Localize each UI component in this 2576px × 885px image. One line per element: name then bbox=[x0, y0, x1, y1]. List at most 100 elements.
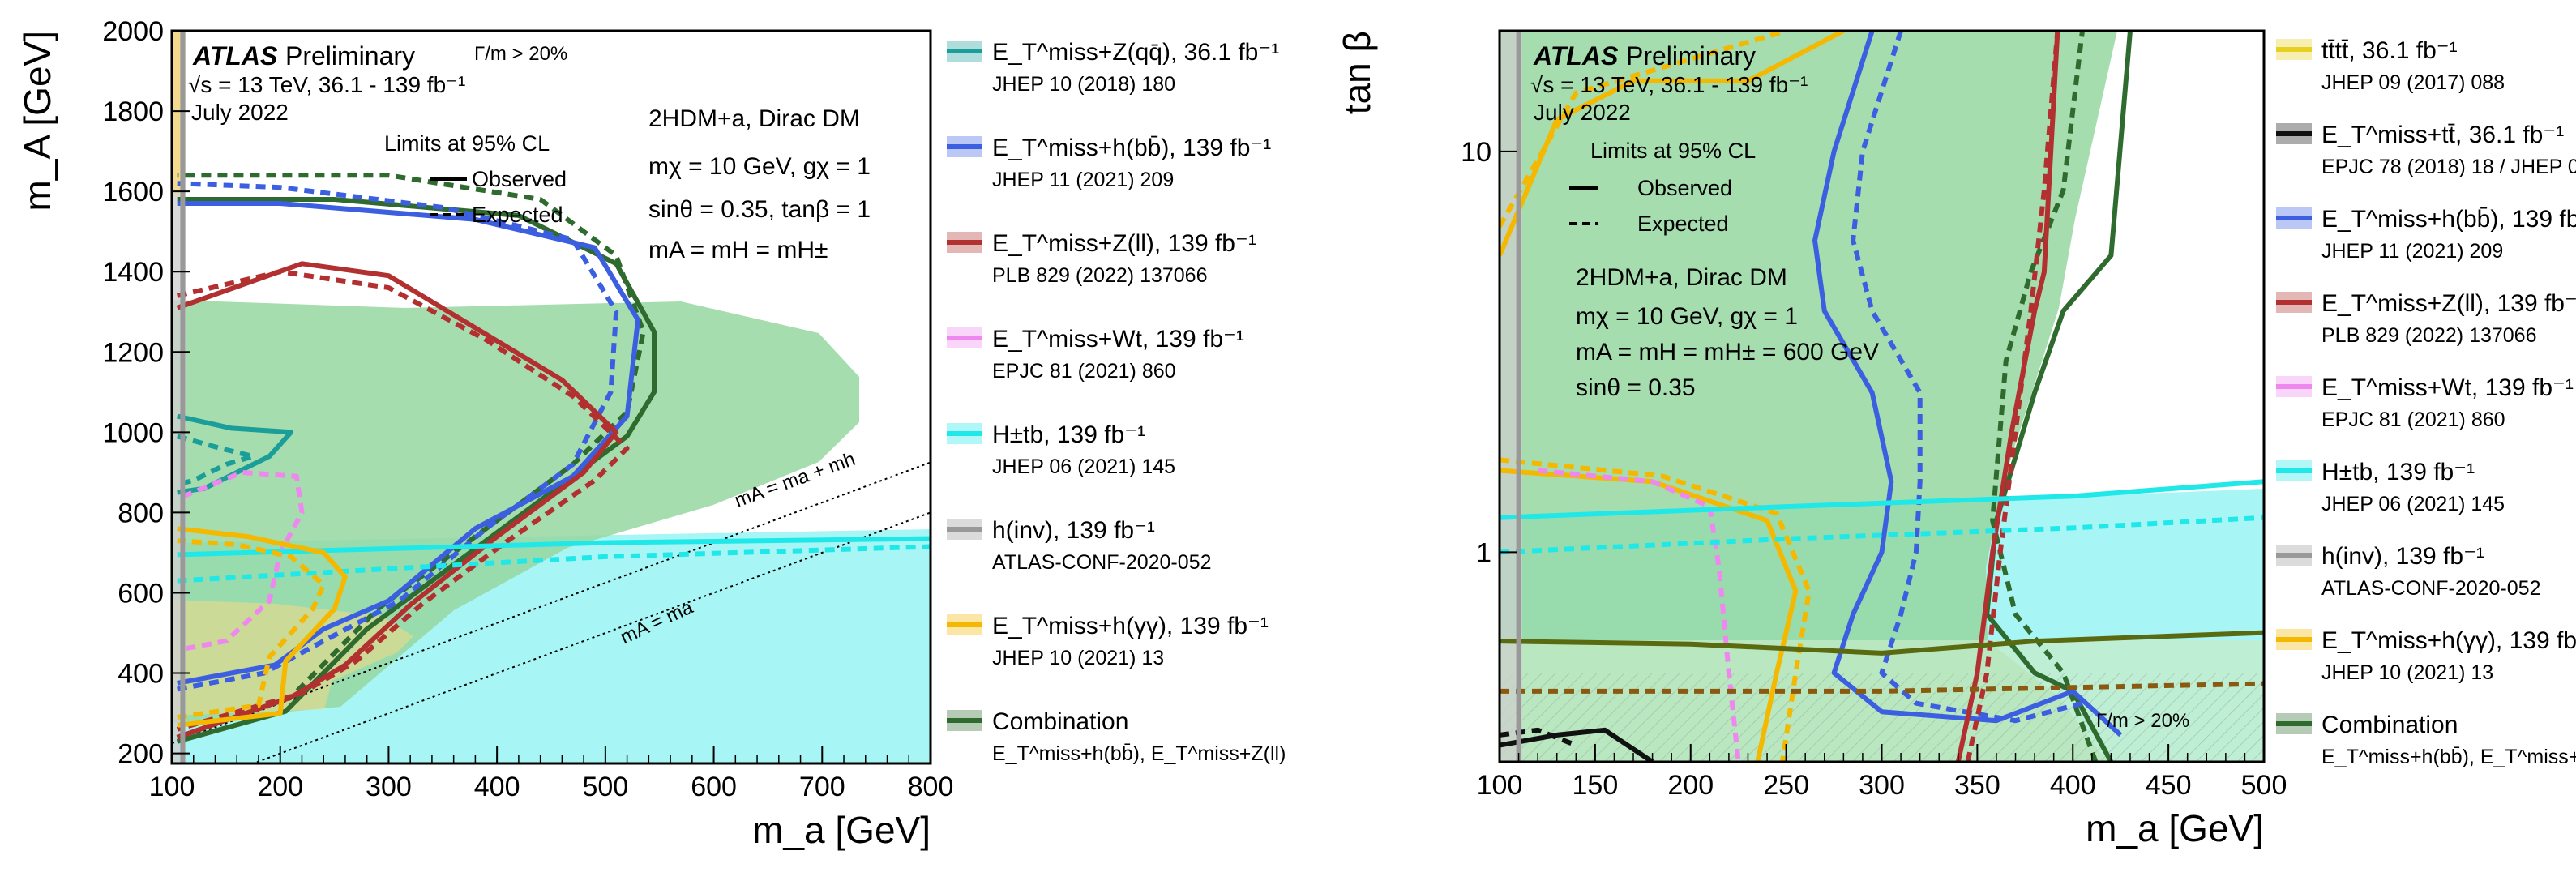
series-h-expected-upper bbox=[1500, 31, 1787, 228]
right-preliminary-label: Preliminary bbox=[1626, 41, 1756, 71]
legend-reference: JHEP 10 (2021) 13 bbox=[2321, 661, 2493, 684]
series-h-bb-expected bbox=[177, 181, 619, 692]
series-h-bb-observed bbox=[1812, 31, 2123, 738]
series-wt-expected bbox=[182, 469, 305, 652]
left-limits-label: Limits at 95% CL bbox=[384, 131, 550, 156]
y-tick-label: 400 bbox=[118, 659, 164, 690]
diagonal-ma-ma bbox=[250, 511, 931, 763]
legend-label: E_T^miss+h(γγ), 139 fb⁻¹ bbox=[2321, 627, 2576, 654]
legend-item: Combination E_T^miss+h(bb̄), E_T^miss+Z(l… bbox=[947, 708, 1286, 765]
x-tick-label: 300 bbox=[366, 772, 412, 802]
x-tick-label: 100 bbox=[149, 772, 195, 802]
x-tick-label: 350 bbox=[1954, 770, 2000, 801]
legend-label: E_T^miss+Wt, 139 fb⁻¹ bbox=[992, 326, 1244, 353]
y-tick-label: 600 bbox=[118, 578, 164, 609]
legend-reference: JHEP 10 (2018) 180 bbox=[992, 73, 1175, 96]
y-tick-label: 1600 bbox=[102, 177, 164, 207]
legend-label: Combination bbox=[2321, 712, 2458, 738]
left-axes: 100 200 300 400 500 600 700 8002004006008001000… bbox=[16, 16, 953, 851]
y-tick-label: 1000 bbox=[102, 417, 164, 448]
right-plot-area bbox=[1500, 31, 2264, 762]
legend-label: E_T^miss+h(bb̄), 139 fb⁻¹ bbox=[992, 135, 1271, 161]
left-width-label: Γ/m > 20% bbox=[474, 43, 567, 65]
legend-reference: EPJC 81 (2021) 860 bbox=[992, 360, 1176, 383]
right-combination-fill bbox=[1500, 31, 2117, 762]
right-energy-label: √s = 13 TeV, 36.1 - 139 fb⁻¹ bbox=[1530, 72, 1808, 97]
series-group bbox=[172, 31, 931, 763]
y-tick-label: 1200 bbox=[102, 337, 164, 368]
legend-label: Combination bbox=[992, 708, 1128, 735]
series-h-tb-observed bbox=[1500, 479, 2264, 520]
x-axis-title: m_a [GeV] bbox=[2086, 807, 2264, 849]
x-tick-label: 400 bbox=[2050, 770, 2096, 801]
legend-reference: EPJC 78 (2018) 18 / JHEP 06 (2018) 108 bbox=[2321, 156, 2576, 178]
legend-reference: E_T^miss+h(bb̄), E_T^miss+Z(ll) bbox=[992, 742, 1286, 765]
legend-reference: ATLAS-CONF-2020-052 bbox=[2321, 577, 2540, 600]
series-h-tb-expected bbox=[1500, 515, 2264, 555]
legend-item: h(inv), 139 fb⁻¹ ATLAS-CONF-2020-052 bbox=[2276, 543, 2540, 600]
legend-item: H±tb, 139 fb⁻¹ JHEP 06 (2021) 145 bbox=[947, 421, 1175, 478]
left-legend: E_T^miss+Z(qq̄), 36.1 fb⁻¹ JHEP 10 (2018)… bbox=[947, 39, 1286, 765]
right-params3-label: sinθ = 0.35 bbox=[1576, 374, 1696, 401]
series-z-qq-expected bbox=[176, 434, 256, 487]
left-params1-label: mχ = 10 GeV, gχ = 1 bbox=[648, 153, 871, 180]
right-width-label: Γ/m > 20% bbox=[2096, 710, 2189, 732]
x-tick-label: 150 bbox=[1573, 770, 1619, 801]
legend-item: E_T^miss+h(γγ), 139 fb⁻¹ JHEP 10 (2021) 1… bbox=[2276, 627, 2576, 684]
right-params2-label: mA = mH = mH± = 600 GeV bbox=[1576, 339, 1879, 366]
legend-reference: JHEP 11 (2021) 209 bbox=[992, 169, 1174, 191]
right-atlas-label: ATLAS bbox=[1533, 41, 1619, 71]
legend-reference: PLB 829 (2022) 137066 bbox=[2321, 324, 2537, 347]
left-date-label: July 2022 bbox=[191, 100, 289, 125]
x-tick-label: 200 bbox=[1667, 770, 1714, 801]
legend-label: H±tb, 139 fb⁻¹ bbox=[992, 421, 1145, 448]
x-tick-label: 100 bbox=[1477, 770, 1523, 801]
series-h-observed bbox=[177, 526, 348, 728]
right-limits-label: Limits at 95% CL bbox=[1590, 139, 1756, 163]
legend-label: E_T^miss+h(γγ), 139 fb⁻¹ bbox=[992, 613, 1269, 639]
series-tttt-observed bbox=[1500, 630, 2264, 656]
series-wt-expected bbox=[1537, 468, 1741, 762]
series-h-expected bbox=[1500, 457, 1812, 762]
right-params1-label: mχ = 10 GeV, gχ = 1 bbox=[1576, 303, 1798, 330]
legend-item: E_T^miss+Z(ll), 139 fb⁻¹ PLB 829 (2022) 1… bbox=[947, 230, 1256, 287]
legend-item: E_T^miss+tt̄, 36.1 fb⁻¹ EPJC 78 (2018) 18… bbox=[2276, 122, 2576, 178]
legend-item: E_T^miss+h(γγ), 139 fb⁻¹ JHEP 10 (2021) 1… bbox=[947, 613, 1269, 669]
x-tick-label: 500 bbox=[2241, 770, 2287, 801]
left-params2-label: sinθ = 0.35, tanβ = 1 bbox=[648, 196, 871, 223]
x-tick-label: 200 bbox=[257, 772, 303, 802]
left-chart: 100 200 300 400 500 600 700 8002004006008001000… bbox=[16, 16, 1286, 851]
y-tick-label: 1 bbox=[1476, 537, 1491, 568]
series-h-tb-expected bbox=[177, 544, 931, 584]
x-axis-title: m_a [GeV] bbox=[752, 809, 931, 851]
y-tick-label: 200 bbox=[118, 739, 164, 770]
right-legend: tt̄tt̄, 36.1 fb⁻¹ JHEP 09 (2017) 088 E_T^m… bbox=[2276, 37, 2576, 768]
y-tick-label: 10 bbox=[1461, 137, 1491, 168]
legend-label: E_T^miss+h(bb̄), 139 fb⁻¹ bbox=[2321, 206, 2576, 233]
left-expected-label: Expected bbox=[472, 203, 563, 227]
legend-item: E_T^miss+h(bb̄), 139 fb⁻¹ JHEP 11 (2021) … bbox=[947, 135, 1271, 191]
right-expected-label: Expected bbox=[1637, 212, 1729, 236]
left-observed-label: Observed bbox=[472, 167, 567, 191]
left-frame bbox=[170, 29, 932, 765]
legend-reference: E_T^miss+h(bb̄), E_T^miss+Z(ll) bbox=[2321, 746, 2576, 768]
y-tick-label: 2000 bbox=[102, 16, 164, 47]
legend-reference: PLB 829 (2022) 137066 bbox=[992, 264, 1208, 287]
legend-item: E_T^miss+Z(qq̄), 36.1 fb⁻¹ JHEP 10 (2018)… bbox=[947, 39, 1279, 96]
series-combination-expected bbox=[1990, 31, 2099, 762]
right-observed-label: Observed bbox=[1637, 176, 1732, 200]
legend-item: E_T^miss+Z(ll), 139 fb⁻¹ PLB 829 (2022) 1… bbox=[2276, 290, 2576, 347]
legend-reference: JHEP 10 (2021) 13 bbox=[992, 647, 1164, 669]
y-axis-title: m_A [GeV] bbox=[16, 31, 58, 211]
right-axes: 100 150 200 250 300 350 400 450 500 1 10 m_a [GeV] t… bbox=[1336, 31, 2287, 849]
series-h-bb-observed bbox=[177, 201, 640, 686]
x-tick-label: 700 bbox=[799, 772, 845, 802]
series-combination-expected bbox=[176, 173, 646, 740]
right-model-label: 2HDM+a, Dirac DM bbox=[1576, 264, 1787, 291]
legend-label: E_T^miss+tt̄, 36.1 fb⁻¹ bbox=[2321, 122, 2564, 148]
legend-item: Combination E_T^miss+h(bb̄), E_T^miss+Z(l… bbox=[2276, 712, 2576, 768]
series-h-observed-upper bbox=[1500, 31, 1845, 257]
legend-item: H±tb, 139 fb⁻¹ JHEP 06 (2021) 145 bbox=[2276, 459, 2505, 515]
right-chart: 100 150 200 250 300 350 400 450 500 1 10 m_a [GeV] t… bbox=[1336, 29, 2576, 849]
